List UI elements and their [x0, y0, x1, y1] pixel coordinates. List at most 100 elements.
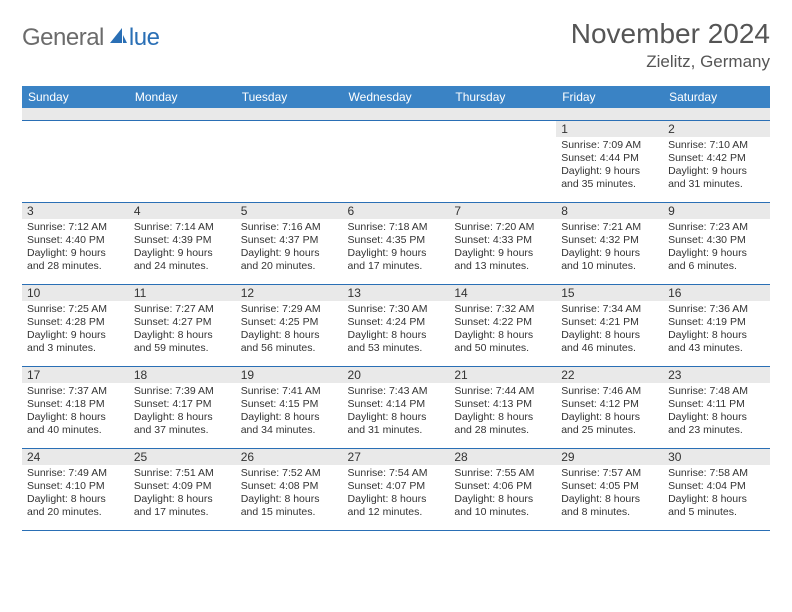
day-number: 9 — [663, 203, 770, 219]
daylight-text: Daylight: 9 hours and 13 minutes. — [454, 247, 551, 273]
day-number: 10 — [22, 285, 129, 301]
day-cell: 11Sunrise: 7:27 AMSunset: 4:27 PMDayligh… — [129, 284, 236, 366]
daylight-text: Daylight: 9 hours and 28 minutes. — [27, 247, 124, 273]
calendar-week-row: 17Sunrise: 7:37 AMSunset: 4:18 PMDayligh… — [22, 366, 770, 448]
day-cell: 4Sunrise: 7:14 AMSunset: 4:39 PMDaylight… — [129, 202, 236, 284]
day-number: 22 — [556, 367, 663, 383]
sunrise-text: Sunrise: 7:49 AM — [27, 467, 124, 480]
day-number: 7 — [449, 203, 556, 219]
day-cell-inner: 6 Sunrise: 7:18 AMSunset: 4:35 PMDaylight… — [343, 203, 450, 278]
day-cell: 19Sunrise: 7:41 AMSunset: 4:15 PMDayligh… — [236, 366, 343, 448]
logo: General lue — [22, 24, 159, 52]
day-cell: 13Sunrise: 7:30 AMSunset: 4:24 PMDayligh… — [343, 284, 450, 366]
sunset-text: Sunset: 4:25 PM — [241, 316, 338, 329]
daylight-text: Daylight: 8 hours and 23 minutes. — [668, 411, 765, 437]
day-number: 28 — [449, 449, 556, 465]
sunrise-text: Sunrise: 7:10 AM — [668, 139, 765, 152]
daylight-text: Daylight: 9 hours and 20 minutes. — [241, 247, 338, 273]
location-label: Zielitz, Germany — [571, 52, 770, 72]
sunrise-text: Sunrise: 7:18 AM — [348, 221, 445, 234]
day-cell: 9Sunrise: 7:23 AMSunset: 4:30 PMDaylight… — [663, 202, 770, 284]
day-cell-inner: 23Sunrise: 7:48 AMSunset: 4:11 PMDayligh… — [663, 367, 770, 442]
day-cell-inner: 13Sunrise: 7:30 AMSunset: 4:24 PMDayligh… — [343, 285, 450, 360]
day-cell: 17Sunrise: 7:37 AMSunset: 4:18 PMDayligh… — [22, 366, 129, 448]
day-cell: 2Sunrise: 7:10 AMSunset: 4:42 PMDaylight… — [663, 120, 770, 202]
sunset-text: Sunset: 4:05 PM — [561, 480, 658, 493]
sunrise-text: Sunrise: 7:23 AM — [668, 221, 765, 234]
sunset-text: Sunset: 4:40 PM — [27, 234, 124, 247]
sunrise-text: Sunrise: 7:09 AM — [561, 139, 658, 152]
day-cell: 22Sunrise: 7:46 AMSunset: 4:12 PMDayligh… — [556, 366, 663, 448]
daylight-text: Daylight: 8 hours and 59 minutes. — [134, 329, 231, 355]
sunrise-text: Sunrise: 7:20 AM — [454, 221, 551, 234]
day-cell: 16Sunrise: 7:36 AMSunset: 4:19 PMDayligh… — [663, 284, 770, 366]
day-number: 26 — [236, 449, 343, 465]
calendar-week-row: 3Sunrise: 7:12 AMSunset: 4:40 PMDaylight… — [22, 202, 770, 284]
daylight-text: Daylight: 8 hours and 25 minutes. — [561, 411, 658, 437]
daylight-text: Daylight: 9 hours and 35 minutes. — [561, 165, 658, 191]
sunset-text: Sunset: 4:15 PM — [241, 398, 338, 411]
day-cell: 30Sunrise: 7:58 AMSunset: 4:04 PMDayligh… — [663, 448, 770, 530]
day-number: 20 — [343, 367, 450, 383]
day-cell: 6 Sunrise: 7:18 AMSunset: 4:35 PMDaylight… — [343, 202, 450, 284]
day-cell-inner: 18Sunrise: 7:39 AMSunset: 4:17 PMDayligh… — [129, 367, 236, 442]
day-cell-inner: 15Sunrise: 7:34 AMSunset: 4:21 PMDayligh… — [556, 285, 663, 360]
day-cell-inner: 8Sunrise: 7:21 AMSunset: 4:32 PMDaylight… — [556, 203, 663, 278]
day-number: 17 — [22, 367, 129, 383]
dayhead-thu: Thursday — [449, 86, 556, 108]
daylight-text: Daylight: 8 hours and 28 minutes. — [454, 411, 551, 437]
sunset-text: Sunset: 4:24 PM — [348, 316, 445, 329]
sunset-text: Sunset: 4:42 PM — [668, 152, 765, 165]
day-cell: 28Sunrise: 7:55 AMSunset: 4:06 PMDayligh… — [449, 448, 556, 530]
sunset-text: Sunset: 4:30 PM — [668, 234, 765, 247]
sunrise-text: Sunrise: 7:52 AM — [241, 467, 338, 480]
daylight-text: Daylight: 9 hours and 17 minutes. — [348, 247, 445, 273]
dayhead-tue: Tuesday — [236, 86, 343, 108]
sunrise-text: Sunrise: 7:30 AM — [348, 303, 445, 316]
month-title: November 2024 — [571, 18, 770, 50]
day-number: 30 — [663, 449, 770, 465]
daylight-text: Daylight: 8 hours and 43 minutes. — [668, 329, 765, 355]
day-number: 1 — [556, 121, 663, 137]
day-cell-inner: 5Sunrise: 7:16 AMSunset: 4:37 PMDaylight… — [236, 203, 343, 278]
day-cell-inner: 21Sunrise: 7:44 AMSunset: 4:13 PMDayligh… — [449, 367, 556, 442]
sunrise-text: Sunrise: 7:37 AM — [27, 385, 124, 398]
daylight-text: Daylight: 9 hours and 24 minutes. — [134, 247, 231, 273]
day-number: 16 — [663, 285, 770, 301]
day-cell-inner: 22Sunrise: 7:46 AMSunset: 4:12 PMDayligh… — [556, 367, 663, 442]
title-block: November 2024 Zielitz, Germany — [571, 18, 770, 72]
day-number: 27 — [343, 449, 450, 465]
day-number: 25 — [129, 449, 236, 465]
sunset-text: Sunset: 4:04 PM — [668, 480, 765, 493]
day-number: 18 — [129, 367, 236, 383]
day-number: 13 — [343, 285, 450, 301]
sunset-text: Sunset: 4:14 PM — [348, 398, 445, 411]
calendar-week-row: 10Sunrise: 7:25 AMSunset: 4:28 PMDayligh… — [22, 284, 770, 366]
daylight-text: Daylight: 8 hours and 20 minutes. — [27, 493, 124, 519]
day-number: 8 — [556, 203, 663, 219]
day-cell-inner: 29Sunrise: 7:57 AMSunset: 4:05 PMDayligh… — [556, 449, 663, 524]
day-number: 2 — [663, 121, 770, 137]
sunset-text: Sunset: 4:10 PM — [27, 480, 124, 493]
day-number: 6 — [343, 203, 450, 219]
sunset-text: Sunset: 4:32 PM — [561, 234, 658, 247]
daylight-text: Daylight: 8 hours and 15 minutes. — [241, 493, 338, 519]
sunrise-text: Sunrise: 7:58 AM — [668, 467, 765, 480]
sunrise-text: Sunrise: 7:12 AM — [27, 221, 124, 234]
daylight-text: Daylight: 8 hours and 12 minutes. — [348, 493, 445, 519]
calendar-table: Sunday Monday Tuesday Wednesday Thursday… — [22, 86, 770, 531]
logo-sail-icon — [107, 25, 129, 52]
day-number: 5 — [236, 203, 343, 219]
sunrise-text: Sunrise: 7:25 AM — [27, 303, 124, 316]
day-cell: 24Sunrise: 7:49 AMSunset: 4:10 PMDayligh… — [22, 448, 129, 530]
sunset-text: Sunset: 4:33 PM — [454, 234, 551, 247]
sunrise-text: Sunrise: 7:44 AM — [454, 385, 551, 398]
sunrise-text: Sunrise: 7:48 AM — [668, 385, 765, 398]
calendar-week-row: 1Sunrise: 7:09 AMSunset: 4:44 PMDaylight… — [22, 120, 770, 202]
day-number: 15 — [556, 285, 663, 301]
day-number: 29 — [556, 449, 663, 465]
day-cell-inner: 28Sunrise: 7:55 AMSunset: 4:06 PMDayligh… — [449, 449, 556, 524]
sunset-text: Sunset: 4:09 PM — [134, 480, 231, 493]
sunset-text: Sunset: 4:35 PM — [348, 234, 445, 247]
day-number: 21 — [449, 367, 556, 383]
